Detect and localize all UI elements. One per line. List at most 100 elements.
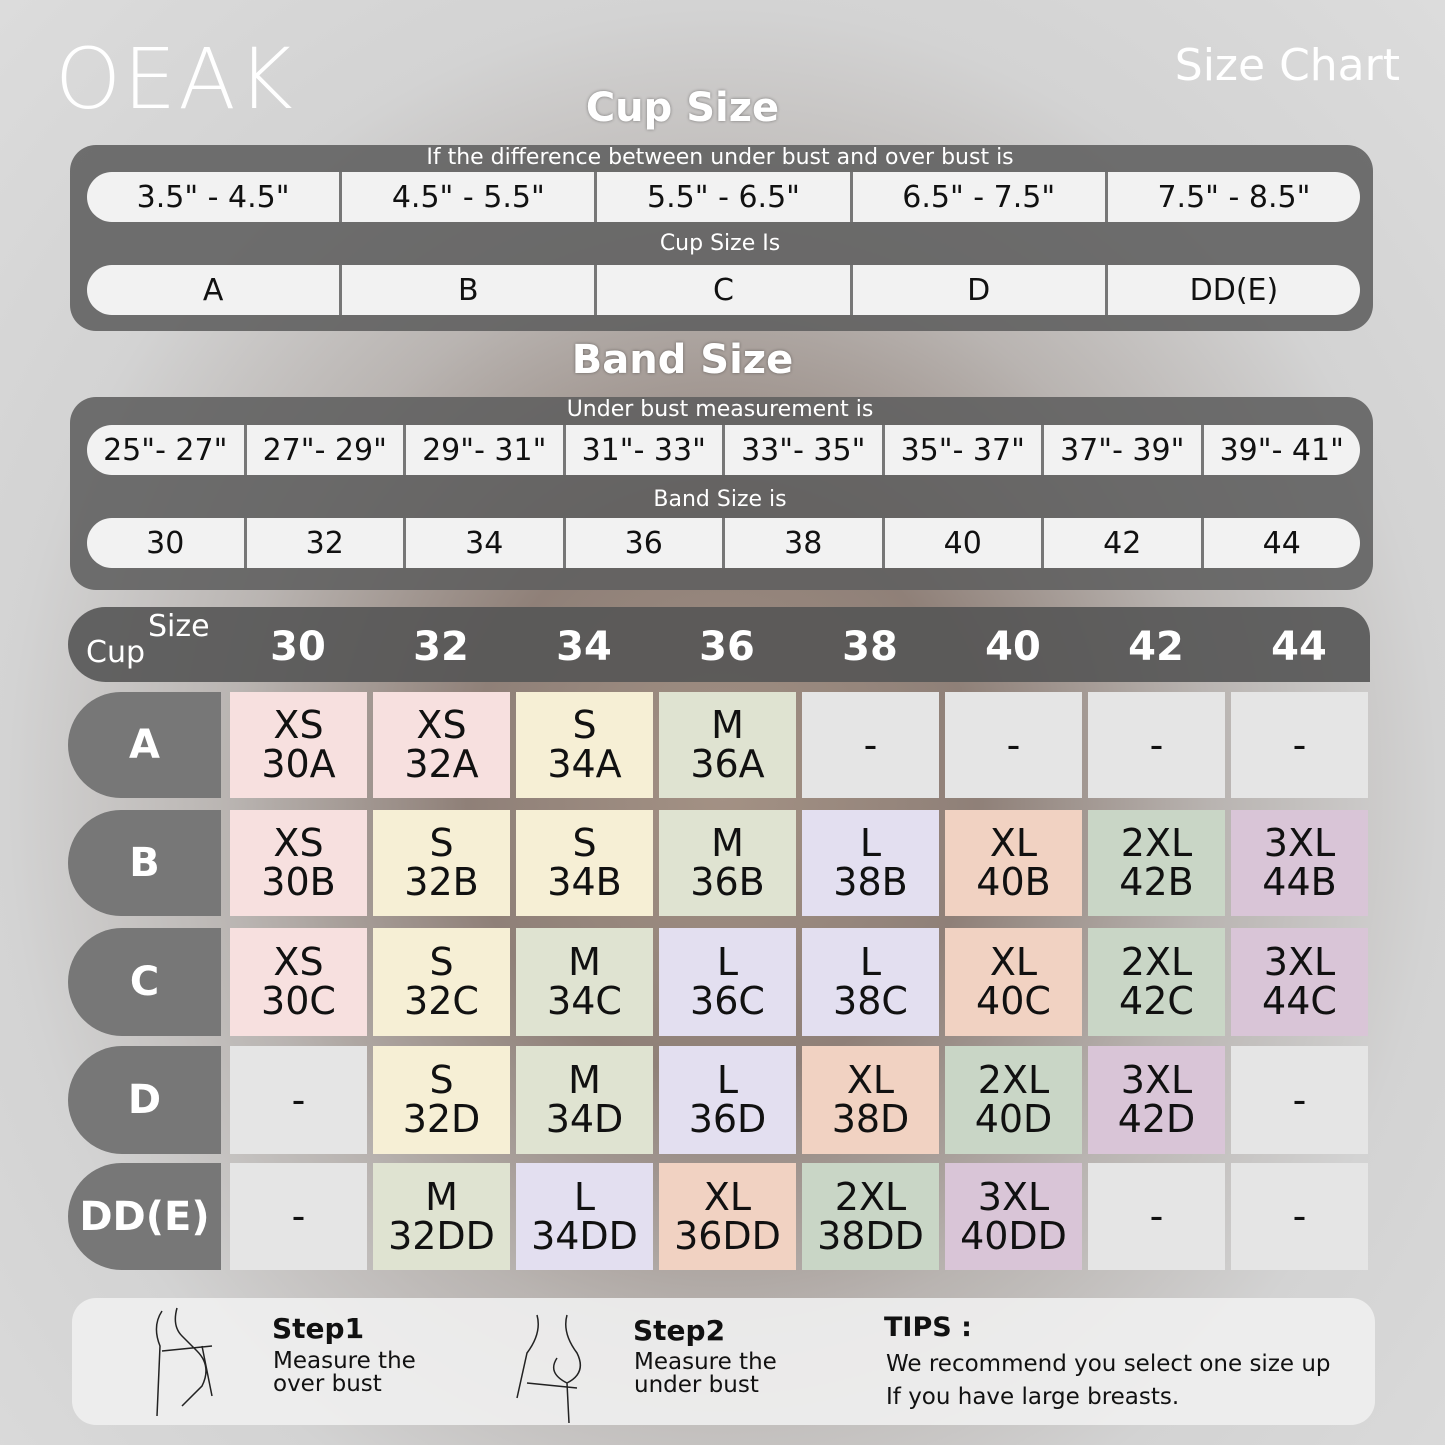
size-letter: S: [572, 703, 597, 747]
bra-size: 36D: [688, 1097, 767, 1141]
row-label-cup-D: D: [68, 1046, 221, 1154]
band-size-heading: Band Size: [571, 337, 794, 383]
bra-size: 30C: [261, 979, 336, 1023]
bra-size: 38DD: [817, 1213, 924, 1258]
band-size-is-label: Band Size is: [653, 487, 787, 512]
bra-size: 40B: [976, 860, 1051, 904]
cup-range-pill: 6.5" - 7.5": [853, 172, 1108, 222]
size-letter: 2XL: [1120, 821, 1193, 865]
size-cell: -: [1231, 1163, 1368, 1270]
band-number-pill: 38: [725, 518, 885, 568]
bra-size: 38C: [833, 979, 908, 1023]
size-letter: -: [291, 1077, 306, 1122]
size-letter: -: [1149, 722, 1164, 767]
size-cell: M 32DD: [373, 1163, 510, 1270]
size-cell: M 34C: [516, 928, 653, 1036]
size-letter: M: [711, 821, 744, 865]
size-cell: 3XL 44C: [1231, 928, 1368, 1036]
band-range-pill: 29"- 31": [406, 425, 566, 475]
band-number-pill: 36: [566, 518, 725, 568]
size-letter: M: [425, 1174, 458, 1219]
row-label-cup-C: C: [68, 928, 221, 1036]
size-letter: XL: [989, 940, 1038, 984]
size-cell: 2XL 42C: [1088, 928, 1225, 1036]
band-number-pill: 44: [1262, 525, 1301, 561]
size-letter: -: [1006, 722, 1021, 767]
bra-size: 42D: [1117, 1097, 1196, 1141]
cup-size-panel: If the difference between under bust and…: [70, 145, 1373, 331]
size-cell: L 36C: [659, 928, 796, 1036]
size-letter: 2XL: [977, 1058, 1050, 1102]
size-letter: XS: [273, 940, 324, 984]
size-cell: XS 32A: [373, 692, 510, 798]
size-letter: S: [429, 1058, 454, 1102]
size-letter: S: [429, 821, 454, 865]
column-header-band-38: 38: [842, 624, 898, 670]
band-number-pill: 42: [1044, 518, 1204, 568]
size-cell: XL 36DD: [659, 1163, 796, 1270]
cup-size-heading: Cup Size: [585, 85, 780, 131]
column-header-band-30: 30: [270, 624, 326, 670]
size-letter: -: [291, 1194, 306, 1238]
size-cell: XL 38D: [802, 1046, 939, 1154]
bra-size: 32C: [404, 979, 479, 1023]
row-label-cup-A: A: [68, 692, 221, 798]
column-header-band-40: 40: [985, 624, 1041, 670]
size-cell: M 36A: [659, 692, 796, 798]
band-range-pill: 25"- 27": [87, 425, 247, 475]
band-range-row: 25"- 27" 27"- 29" 29"- 31" 31"- 33" 33"- 35"…: [87, 425, 1360, 475]
size-cell: XS 30C: [230, 928, 367, 1036]
bra-size: 30A: [261, 742, 336, 786]
cup-range-pill: 4.5" - 5.5": [342, 172, 598, 222]
bra-size: 40C: [976, 979, 1051, 1023]
cup-letter-row: A B C D DD(E): [87, 265, 1360, 315]
column-header-band-36: 36: [699, 624, 755, 670]
size-letter: XL: [846, 1058, 895, 1102]
over-bust-figure-icon: [155, 1307, 213, 1417]
size-cell: M 34D: [516, 1046, 653, 1154]
band-number-pill: 34: [406, 518, 566, 568]
under-bust-figure-icon: [516, 1314, 582, 1423]
bra-size: 32D: [402, 1097, 481, 1141]
size-cell: -: [230, 1163, 367, 1270]
bra-size: 36B: [690, 860, 765, 904]
size-cell: M 36B: [659, 810, 796, 916]
bra-size: 42B: [1119, 860, 1194, 904]
size-letter: XS: [416, 703, 467, 747]
size-letter: XS: [273, 703, 324, 747]
bra-size: 34DD: [531, 1213, 638, 1258]
size-cell: -: [1088, 692, 1225, 798]
size-letter: M: [711, 703, 744, 747]
bra-size: 44C: [1262, 979, 1337, 1023]
size-cell: S 32C: [373, 928, 510, 1036]
tips-line1: We recommend you select one size up: [886, 1351, 1331, 1377]
size-cell: 3XL 40DD: [945, 1163, 1082, 1270]
bra-size: 34B: [547, 860, 622, 904]
band-number-pill: 30: [87, 518, 247, 568]
size-letter: -: [1292, 722, 1307, 767]
size-cell: L 38C: [802, 928, 939, 1036]
step2-title: Step2: [633, 1314, 726, 1347]
size-cell: -: [1088, 1163, 1225, 1270]
step2-line2: under bust: [634, 1372, 759, 1398]
band-size-panel: Under bust measurement is 25"- 27" 27"- 2…: [70, 397, 1373, 590]
size-cell: -: [945, 692, 1082, 798]
band-number-row: 30 32 34 36 38 40 42 44: [87, 518, 1360, 568]
size-letter: S: [572, 821, 597, 865]
step1-title: Step1: [272, 1312, 365, 1345]
bra-size: 30B: [261, 860, 336, 904]
size-letter: 3XL: [1263, 821, 1336, 865]
column-header-band-34: 34: [556, 624, 612, 670]
bra-size: 36A: [690, 742, 765, 786]
cup-range-pill: 5.5" - 6.5": [597, 172, 853, 222]
cup-letter-pill: B: [342, 265, 598, 315]
size-letter: 3XL: [1263, 940, 1336, 984]
page-title: Size Chart: [1174, 40, 1400, 91]
size-cell: 2XL 42B: [1088, 810, 1225, 916]
size-cell: XS 30B: [230, 810, 367, 916]
size-cell: L 34DD: [516, 1163, 653, 1270]
size-letter: L: [859, 940, 882, 984]
brand-logo: OEAK: [55, 30, 295, 128]
tips-text: We recommend you select one size up If yo…: [886, 1348, 1331, 1414]
size-cell: XL 40B: [945, 810, 1082, 916]
